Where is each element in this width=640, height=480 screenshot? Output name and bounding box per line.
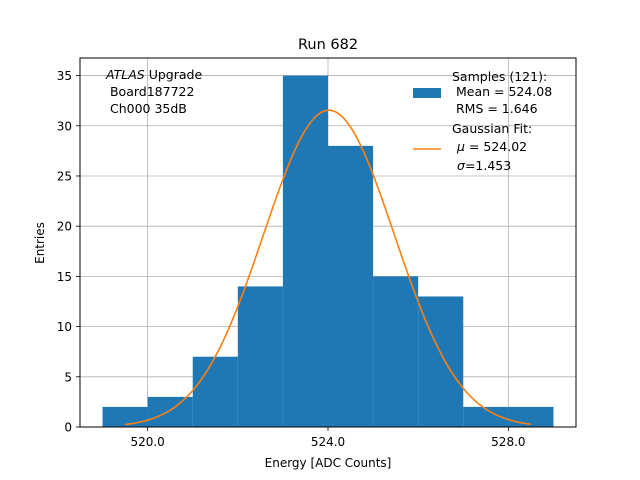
y-tick-label: 10 bbox=[57, 320, 72, 334]
x-tick-label: 520.0 bbox=[130, 435, 164, 449]
y-tick-label: 0 bbox=[64, 421, 72, 435]
histogram-bar bbox=[147, 396, 193, 427]
legend: Samples (121): Mean = 524.08 RMS = 1.646… bbox=[413, 69, 552, 173]
legend-fit-mu: μ = 524.02 bbox=[456, 139, 527, 154]
upgrade-label: Upgrade bbox=[145, 67, 203, 82]
histogram-bar bbox=[282, 75, 328, 428]
legend-fit-sigma: σ=1.453 bbox=[457, 158, 511, 173]
x-axis-label: Energy [ADC Counts] bbox=[265, 456, 392, 470]
legend-fit-header: Gaussian Fit: bbox=[452, 121, 532, 136]
histogram-bars bbox=[102, 75, 554, 428]
histogram-bar bbox=[373, 276, 419, 427]
histogram-bar bbox=[328, 145, 374, 427]
axis-ticks: 520.0 524.0 528.0 0 5 10 15 20 25 30 35 bbox=[57, 69, 526, 449]
legend-histogram-swatch bbox=[413, 88, 441, 98]
histogram-bar bbox=[237, 286, 283, 427]
y-tick-label: 35 bbox=[57, 69, 72, 83]
atlas-label: ATLAS bbox=[105, 67, 145, 82]
histogram-bar bbox=[418, 296, 464, 427]
y-tick-label: 20 bbox=[57, 220, 72, 234]
histogram-bar bbox=[463, 406, 509, 427]
x-tick-label: 528.0 bbox=[491, 435, 525, 449]
board-label: Board187722 bbox=[106, 84, 194, 99]
mu-value: = 524.02 bbox=[465, 139, 527, 154]
sigma-symbol: σ bbox=[457, 158, 466, 173]
legend-samples-rms: RMS = 1.646 bbox=[452, 101, 538, 116]
x-tick-label: 524.0 bbox=[311, 435, 345, 449]
histogram-bar bbox=[192, 356, 238, 427]
y-axis-label: Entries bbox=[33, 222, 47, 264]
atlas-annotation: ATLAS Upgrade Board187722 Ch000 35dB bbox=[105, 67, 202, 116]
annotation-line-1: ATLAS Upgrade bbox=[105, 67, 202, 82]
channel-label: Ch000 35dB bbox=[106, 101, 187, 116]
gaussian-fit-curve bbox=[124, 109, 532, 426]
y-tick-label: 15 bbox=[57, 270, 72, 284]
sigma-value: =1.453 bbox=[465, 158, 511, 173]
mu-symbol: μ bbox=[456, 139, 465, 154]
legend-samples-mean: Mean = 524.08 bbox=[452, 84, 552, 99]
y-tick-label: 5 bbox=[64, 370, 72, 384]
chart-title: Run 682 bbox=[298, 37, 358, 53]
legend-samples-header: Samples (121): bbox=[452, 69, 547, 84]
y-tick-label: 25 bbox=[57, 169, 72, 183]
y-tick-label: 30 bbox=[57, 119, 72, 133]
